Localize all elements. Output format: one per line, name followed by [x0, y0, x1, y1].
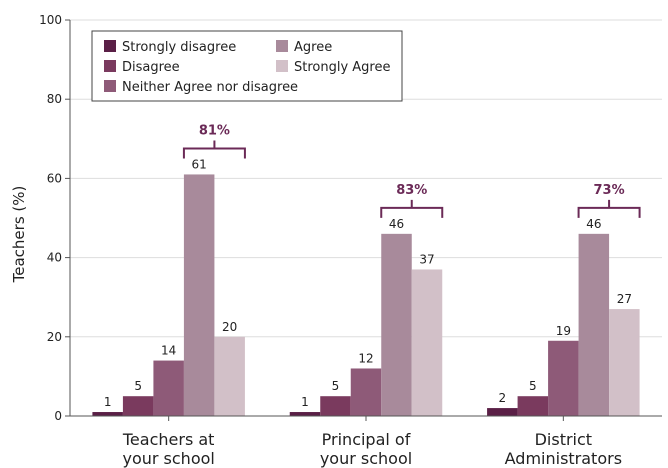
data-label: 5: [134, 379, 142, 393]
y-axis-label: Teachers (%): [10, 186, 28, 284]
y-tick-label: 20: [47, 330, 62, 344]
y-tick-label: 100: [39, 13, 62, 27]
bar: [153, 360, 184, 416]
y-tick-label: 40: [47, 251, 62, 265]
bar: [609, 309, 640, 416]
legend-entry: Strongly Agree: [294, 60, 391, 75]
bar: [92, 412, 123, 416]
legend-swatch: [104, 40, 116, 52]
bar: [183, 174, 215, 416]
data-label: 5: [529, 379, 537, 393]
legend-swatch: [276, 40, 288, 52]
data-label: 14: [161, 344, 176, 358]
y-tick-label: 60: [47, 171, 62, 185]
legend-box: [91, 30, 403, 102]
bar: [487, 408, 518, 416]
x-tick-label: District: [535, 430, 592, 449]
data-label: 27: [617, 292, 632, 306]
bracket: [577, 199, 641, 218]
x-tick-label: Principal of: [322, 430, 411, 449]
legend-entry: Disagree: [122, 60, 180, 75]
bar: [214, 336, 245, 416]
data-label: 61: [192, 157, 207, 171]
bar: [122, 396, 154, 416]
x-tick-label: Administrators: [505, 449, 622, 468]
data-label: 1: [104, 395, 112, 409]
data-label: 20: [222, 320, 237, 334]
legend-swatch: [276, 60, 288, 72]
legend-swatch: [104, 80, 116, 92]
x-tick-label: Teachers at: [122, 430, 215, 449]
bar: [381, 233, 412, 416]
bar: [350, 368, 382, 416]
bracket-label: 83%: [396, 183, 427, 198]
bar: [320, 396, 351, 416]
data-label: 2: [499, 391, 507, 405]
bar: [411, 269, 443, 416]
data-label: 19: [556, 324, 571, 338]
legend-entry: Neither Agree nor disagree: [122, 80, 298, 95]
bracket-label: 81%: [199, 123, 230, 138]
data-label: 12: [358, 351, 373, 365]
bars: 1 5 14 61 20 1 5 12 46 37 2 5 19 46 27: [92, 157, 640, 416]
bracket-label: 73%: [594, 183, 625, 198]
legend-entry: Strongly disagree: [122, 40, 236, 55]
x-tick-label: your school: [320, 449, 412, 468]
legend: Strongly disagree Disagree Neither Agree n…: [91, 30, 403, 102]
y-tick-label: 0: [54, 409, 62, 423]
data-label: 5: [332, 379, 340, 393]
bar: [578, 233, 610, 416]
bar: [517, 396, 549, 416]
bar: [289, 412, 321, 416]
bar: [548, 340, 579, 416]
bracket: [182, 140, 246, 159]
data-label: 37: [419, 252, 434, 266]
x-tick-label: your school: [122, 449, 214, 468]
data-label: 1: [301, 395, 309, 409]
legend-swatch: [104, 60, 116, 72]
data-label: 46: [586, 217, 601, 231]
y-tick-label: 80: [47, 92, 62, 106]
bracket: [380, 199, 444, 218]
data-label: 46: [389, 217, 404, 231]
legend-entry: Agree: [294, 40, 332, 55]
agreement-brackets: 81% 83% 73%: [182, 123, 641, 218]
